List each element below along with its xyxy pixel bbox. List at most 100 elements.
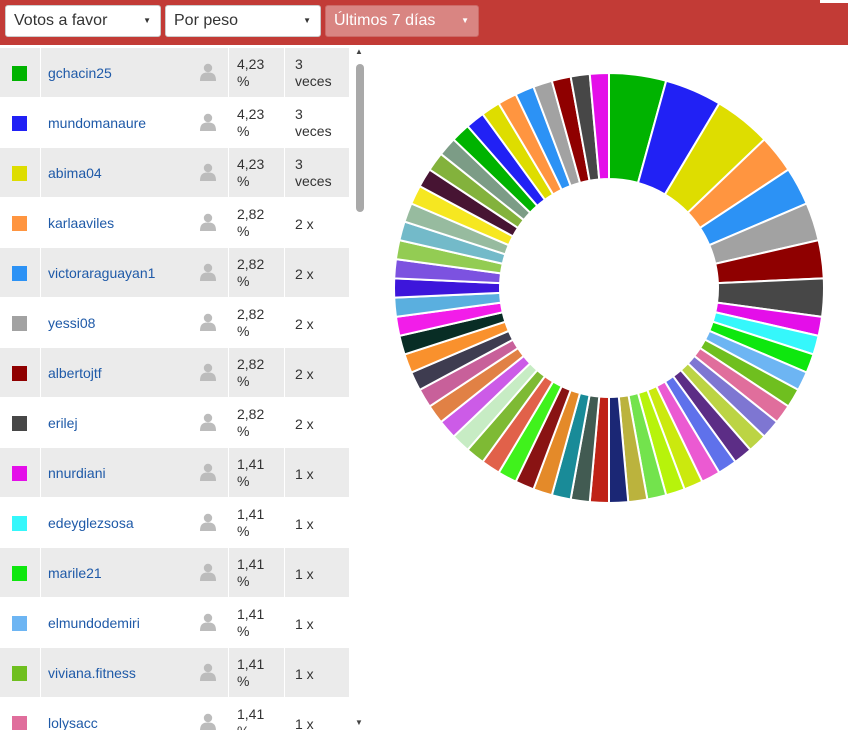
voter-name-link[interactable]: elmundodemiri xyxy=(48,615,140,631)
color-swatch xyxy=(12,466,27,481)
vote-count: 1 x xyxy=(295,566,345,583)
color-swatch xyxy=(12,716,27,730)
user-icon[interactable] xyxy=(200,113,216,131)
vote-type-select[interactable]: Votos a favor ▼ xyxy=(5,5,161,37)
voter-row[interactable]: karlaaviles 2,82% 2 x xyxy=(0,198,349,247)
voter-row[interactable]: albertojtf 2,82% 2 x xyxy=(0,348,349,397)
percentage-value: 4,23 xyxy=(237,106,265,122)
scroll-down-arrow-icon[interactable]: ▼ xyxy=(355,718,363,727)
column-divider xyxy=(40,498,41,547)
color-swatch xyxy=(12,166,27,181)
percentage-sign: % xyxy=(237,673,250,689)
user-icon[interactable] xyxy=(200,163,216,181)
color-swatch xyxy=(12,566,27,581)
scrollbar-track[interactable] xyxy=(353,45,367,730)
vote-percentage: 1,41% xyxy=(237,606,279,640)
user-icon[interactable] xyxy=(200,713,216,730)
voter-name-link[interactable]: erilej xyxy=(48,415,78,431)
user-icon[interactable] xyxy=(200,513,216,531)
column-divider xyxy=(228,148,229,197)
vote-count: 2 x xyxy=(295,316,345,333)
voter-name-link[interactable]: edeyglezsosa xyxy=(48,515,134,531)
voter-name-link[interactable]: mundomanaure xyxy=(48,115,147,131)
count-value: 1 x xyxy=(295,666,314,682)
vote-percentage: 2,82% xyxy=(237,256,279,290)
votes-donut-chart xyxy=(367,45,848,730)
scroll-up-arrow-icon[interactable]: ▲ xyxy=(355,47,363,56)
column-divider xyxy=(284,498,285,547)
vote-count: 2 x xyxy=(295,216,345,233)
column-divider xyxy=(40,148,41,197)
voter-list: gchacin25 4,23% 3 veces mundomanaure 4,23% 3 ve… xyxy=(0,45,353,730)
voter-row[interactable]: yessi08 2,82% 2 x xyxy=(0,298,349,347)
column-divider xyxy=(284,198,285,247)
user-icon[interactable] xyxy=(200,663,216,681)
percentage-sign: % xyxy=(237,623,250,639)
percentage-value: 1,41 xyxy=(237,606,265,622)
column-divider xyxy=(284,248,285,297)
column-divider xyxy=(228,498,229,547)
percentage-sign: % xyxy=(237,123,250,139)
voter-name-link[interactable]: lolysacc xyxy=(48,715,98,730)
user-icon[interactable] xyxy=(200,613,216,631)
color-swatch xyxy=(12,366,27,381)
count-value: 2 x xyxy=(295,216,314,232)
column-divider xyxy=(284,698,285,730)
period-select[interactable]: Últimos 7 días ▼ xyxy=(325,5,479,37)
voter-name-link[interactable]: viviana.fitness xyxy=(48,665,136,681)
voter-row[interactable]: victoraraguayan1 2,82% 2 x xyxy=(0,248,349,297)
user-icon[interactable] xyxy=(200,463,216,481)
count-value: 3 xyxy=(295,56,303,72)
column-divider xyxy=(284,48,285,97)
sort-value: Por peso xyxy=(174,12,239,29)
voter-name-link[interactable]: nnurdiani xyxy=(48,465,106,481)
percentage-value: 2,82 xyxy=(237,306,265,322)
voter-row[interactable]: nnurdiani 1,41% 1 x xyxy=(0,448,349,497)
sort-select[interactable]: Por peso ▼ xyxy=(165,5,321,37)
count-value: 3 xyxy=(295,156,303,172)
voter-row[interactable]: edeyglezsosa 1,41% 1 x xyxy=(0,498,349,547)
column-divider xyxy=(40,98,41,147)
percentage-value: 2,82 xyxy=(237,256,265,272)
user-icon[interactable] xyxy=(200,313,216,331)
vote-percentage: 1,41% xyxy=(237,706,279,730)
voter-row[interactable]: viviana.fitness 1,41% 1 x xyxy=(0,648,349,697)
user-icon[interactable] xyxy=(200,413,216,431)
user-icon[interactable] xyxy=(200,213,216,231)
voter-name-link[interactable]: marile21 xyxy=(48,565,102,581)
user-icon[interactable] xyxy=(200,363,216,381)
voter-name-link[interactable]: albertojtf xyxy=(48,365,102,381)
vote-count: 1 x xyxy=(295,716,345,730)
scrollbar-thumb[interactable] xyxy=(356,64,364,212)
voter-name-link[interactable]: gchacin25 xyxy=(48,65,112,81)
voter-name-link[interactable]: abima04 xyxy=(48,165,102,181)
voter-row[interactable]: elmundodemiri 1,41% 1 x xyxy=(0,598,349,647)
voter-row[interactable]: erilej 2,82% 2 x xyxy=(0,398,349,447)
column-divider xyxy=(228,348,229,397)
count-value: 1 x xyxy=(295,716,314,730)
donut-slice[interactable] xyxy=(588,71,610,181)
vote-percentage: 4,23% xyxy=(237,156,279,190)
voter-row[interactable]: marile21 1,41% 1 x xyxy=(0,548,349,597)
percentage-sign: % xyxy=(237,173,250,189)
voter-row[interactable]: abima04 4,23% 3 veces xyxy=(0,148,349,197)
user-icon[interactable] xyxy=(200,63,216,81)
vote-count: 1 x xyxy=(295,516,345,533)
column-divider xyxy=(284,448,285,497)
column-divider xyxy=(40,48,41,97)
voter-name-link[interactable]: victoraraguayan1 xyxy=(48,265,156,281)
vote-count: 3 veces xyxy=(295,156,345,190)
user-icon[interactable] xyxy=(200,263,216,281)
voter-row[interactable]: mundomanaure 4,23% 3 veces xyxy=(0,98,349,147)
user-icon[interactable] xyxy=(200,563,216,581)
voter-row[interactable]: gchacin25 4,23% 3 veces xyxy=(0,48,349,97)
color-swatch xyxy=(12,216,27,231)
percentage-value: 1,41 xyxy=(237,556,265,572)
percentage-sign: % xyxy=(237,273,250,289)
column-divider xyxy=(40,348,41,397)
column-divider xyxy=(40,698,41,730)
voter-row[interactable]: lolysacc 1,41% 1 x xyxy=(0,698,349,730)
column-divider xyxy=(40,248,41,297)
voter-name-link[interactable]: yessi08 xyxy=(48,315,96,331)
voter-name-link[interactable]: karlaaviles xyxy=(48,215,115,231)
